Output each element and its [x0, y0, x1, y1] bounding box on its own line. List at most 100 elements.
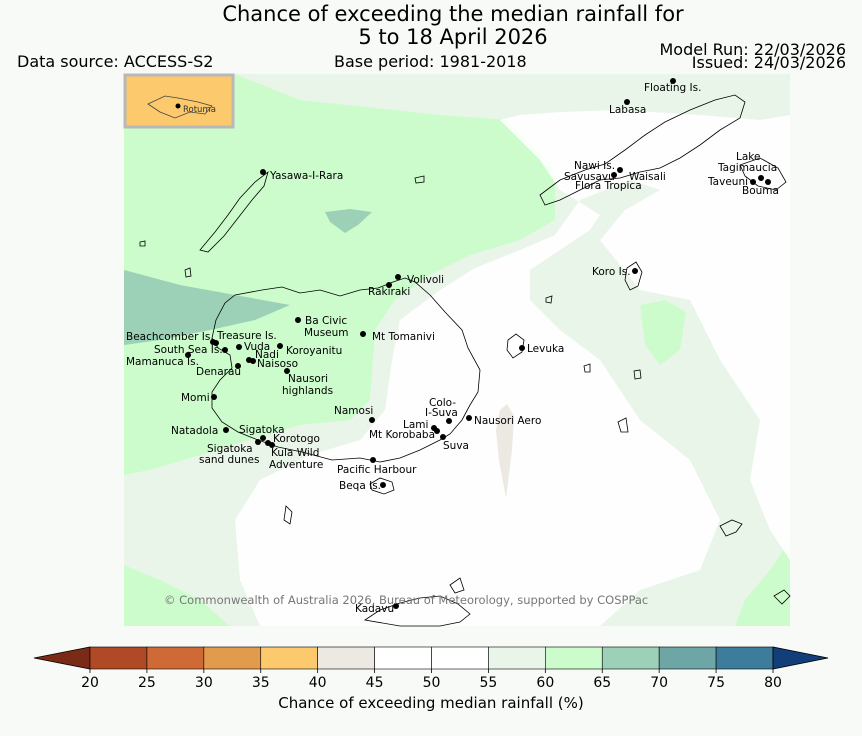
- label-ba-1: Ba Civic: [305, 315, 347, 327]
- marker-volivoli: [395, 274, 401, 280]
- label-lake-1: Lake: [736, 151, 760, 163]
- marker-tomanivi: [360, 331, 366, 337]
- colorbar-tick-label: 45: [366, 675, 384, 691]
- colorbar-tick-label: 50: [423, 675, 441, 691]
- colorbar: 20 25 30 35 40 45 50 55 60 65 70 75 80: [33, 646, 829, 691]
- marker-sigatoka-dunes: [255, 439, 261, 445]
- marker-bouma: [765, 179, 771, 185]
- label-nausori-aero: Nausori Aero: [474, 415, 541, 427]
- islet-5: [184, 267, 192, 278]
- colorbar-segment: [317, 646, 375, 670]
- colorbar-label: Chance of exceeding median rainfall (%): [278, 694, 583, 712]
- marker-suva: [440, 434, 446, 440]
- label-koroyanitu: Koroyanitu: [286, 345, 342, 357]
- ovalau-coast: [506, 333, 525, 359]
- colorbar-tick-label: 55: [480, 675, 498, 691]
- copyright-notice: © Commonwealth of Australia 2026, Bureau…: [164, 593, 648, 607]
- label-colo-1: Colo-: [429, 397, 456, 409]
- base-period: Base period: 1981-2018: [334, 52, 527, 71]
- band-60-65-west: [124, 74, 555, 475]
- label-sigatoka: Sigatoka: [239, 424, 285, 436]
- model-run: Model Run: 22/03/2026: [659, 40, 847, 59]
- label-suva: Suva: [443, 440, 469, 452]
- label-labasa: Labasa: [609, 104, 646, 116]
- label-waisali: Waisali: [629, 171, 666, 183]
- band-40-45: [496, 404, 514, 498]
- marker-kula: [269, 442, 275, 448]
- label-beachcomber: Beachcomber Is.: [126, 331, 214, 343]
- label-southsea: South Sea Is.: [154, 344, 223, 356]
- marker-kadavu: [393, 603, 399, 609]
- marker-lake: [758, 175, 764, 181]
- label-nawi: Nawi Is.: [574, 160, 615, 172]
- label-kula-1: Kula Wild: [271, 447, 319, 459]
- east-islet-coast: [719, 519, 743, 537]
- label-denarau: Denarau: [196, 366, 241, 378]
- vatulele-coast: [283, 505, 293, 525]
- colorbar-tick-label: 30: [195, 675, 213, 691]
- label-kadavu: Kadavu: [355, 603, 394, 615]
- label-savusavu: Savusavu: [564, 171, 615, 183]
- marker-denarau: [235, 363, 241, 369]
- label-flora: Flora Tropica: [575, 180, 642, 192]
- label-volivoli: Volivoli: [407, 274, 444, 286]
- title-line-1: Chance of exceeding the median rainfall …: [222, 2, 684, 26]
- label-momi: Momi: [181, 392, 210, 404]
- colorbar-segment: [374, 646, 432, 670]
- colorbar-tick-label: 65: [593, 675, 611, 691]
- colorbar-segment: [601, 646, 660, 670]
- label-pacific-harbour: Pacific Harbour: [337, 464, 417, 476]
- marker-momi: [211, 394, 217, 400]
- marker-beqa: [380, 482, 386, 488]
- islet-6: [139, 240, 146, 247]
- taveuni-coast: [739, 157, 787, 191]
- label-bouma: Bouma: [742, 185, 779, 197]
- label-tomanivi: Mt Tomanivi: [372, 331, 435, 343]
- label-nadi: Nadi: [255, 349, 279, 361]
- label-ba-2: Museum: [304, 327, 349, 339]
- marker-sigatoka: [260, 435, 266, 441]
- colorbar-segment: [658, 646, 717, 670]
- label-natadola: Natadola: [171, 425, 218, 437]
- colorbar-tick-label: 40: [309, 675, 327, 691]
- marker-nausori-highlands: [284, 368, 290, 374]
- marker-koro: [632, 268, 638, 274]
- colorbar-segment: [715, 646, 774, 670]
- label-mamanuca: Mamanuca Is.: [126, 356, 199, 368]
- marker-levuka: [519, 345, 525, 351]
- colorbar-tick-label: 60: [536, 675, 554, 691]
- colorbar-segment: [545, 646, 603, 670]
- rotuma-coast: [147, 95, 213, 119]
- marker-vuda: [236, 344, 242, 350]
- label-yasawa: Yasawa-I-Rara: [269, 170, 343, 182]
- label-levuka: Levuka: [527, 343, 564, 355]
- marker-yasawa: [260, 169, 266, 175]
- marker-koroyanitu: [277, 343, 283, 349]
- ono-coast: [449, 577, 465, 594]
- rotuma-label: Rotuma: [183, 105, 216, 115]
- label-floating: Floating Is.: [644, 82, 701, 94]
- colorbar-tick-label: 35: [252, 675, 270, 691]
- colorbar-segment: [89, 646, 148, 670]
- band-60-65-southeast: [735, 540, 790, 626]
- label-korotogo: Korotogo: [273, 433, 320, 445]
- marker-ba: [295, 317, 301, 323]
- marker-mamanuca: [185, 352, 191, 358]
- band-65-70-west: [124, 270, 290, 345]
- colorbar-tick-label: 20: [81, 675, 99, 691]
- marker-treasure: [213, 340, 219, 346]
- inset-frame: [123, 73, 235, 129]
- islet-3: [583, 363, 591, 373]
- band-65-70-center: [325, 209, 372, 233]
- marker-nausori-aero: [466, 415, 472, 421]
- data-source: Data source: ACCESS-S2: [17, 52, 214, 71]
- colorbar-tick-label: 70: [650, 675, 668, 691]
- label-lami: Lami: [403, 419, 428, 431]
- marker-flora: [611, 172, 617, 178]
- colorbar-segment: [431, 646, 489, 670]
- label-treasure: Treasure Is.: [216, 330, 277, 342]
- vanua-levu-coast: [539, 94, 746, 206]
- marker-labasa: [624, 99, 630, 105]
- rotuma-marker: [175, 103, 181, 109]
- islet-1: [414, 175, 425, 184]
